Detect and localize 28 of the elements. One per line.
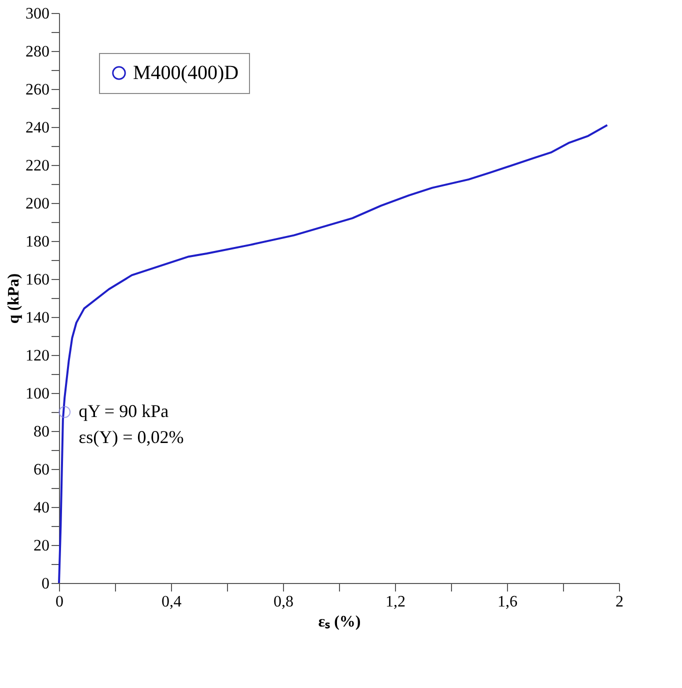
x-tick-label: 1,2 bbox=[386, 594, 406, 610]
x-tick-label: 1,6 bbox=[498, 594, 518, 610]
y-tick-label: 220 bbox=[26, 158, 50, 174]
y-tick-label: 60 bbox=[34, 462, 50, 478]
y-tick-label: 240 bbox=[26, 120, 50, 136]
annotation: εs(Y) = 0,02% bbox=[78, 427, 184, 447]
y-axis-title: q (kPa) bbox=[6, 273, 22, 324]
y-tick-label: 20 bbox=[34, 538, 50, 554]
y-tick-label: 160 bbox=[26, 272, 50, 288]
y-tick-label: 140 bbox=[26, 310, 50, 326]
y-tick-label: 260 bbox=[26, 82, 50, 98]
y-tick-label: 40 bbox=[34, 500, 50, 516]
y-tick-label: 120 bbox=[26, 348, 50, 364]
x-tick-label: 0,8 bbox=[274, 594, 294, 610]
y-tick-label: 100 bbox=[26, 386, 50, 402]
x-tick-label: 0,4 bbox=[162, 594, 182, 610]
y-tick-label: 300 bbox=[26, 6, 50, 22]
y-tick-label: 80 bbox=[34, 424, 50, 440]
annotation: qY = 90 kPa bbox=[78, 401, 169, 421]
line-series bbox=[58, 124, 608, 584]
x-axis-title: εₛ (%) bbox=[318, 614, 361, 630]
x-tick-label: 0 bbox=[56, 594, 64, 610]
legend-label: M400(400)D bbox=[133, 62, 239, 84]
y-tick-label: 200 bbox=[26, 196, 50, 212]
y-tick-label: 0 bbox=[42, 576, 50, 592]
x-tick-label: 2 bbox=[616, 594, 624, 610]
y-tick-label: 180 bbox=[26, 234, 50, 250]
y-tick-label: 280 bbox=[26, 44, 50, 60]
